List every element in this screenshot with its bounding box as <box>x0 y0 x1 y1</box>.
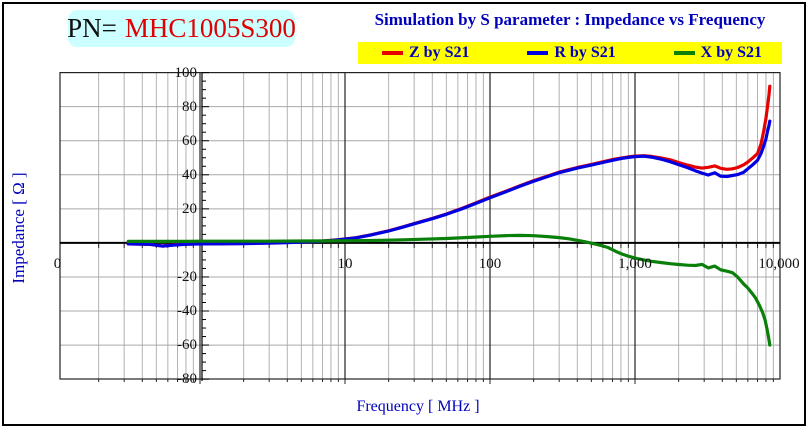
legend-label: R by S21 <box>554 44 616 61</box>
x-tick-label: 100 <box>478 256 502 272</box>
chart-title: Simulation by S parameter : Impedance vs… <box>374 10 766 29</box>
y-tick-label: 20 <box>182 200 197 217</box>
legend-item-r: R by S21 <box>527 44 616 61</box>
y-tick-label: -80 <box>177 371 197 388</box>
legend-dash <box>382 51 403 55</box>
legend: Z by S21 R by S21 X by S21 <box>358 42 782 64</box>
part-number-label: PN= <box>67 13 117 43</box>
series-line-z <box>126 84 772 248</box>
part-number-box: PN= MHC1005S300 <box>67 10 296 47</box>
y-tick-label: 80 <box>182 98 197 115</box>
legend-dash <box>673 51 695 55</box>
y-tick-label: -60 <box>177 337 197 354</box>
y-tick-label: 40 <box>182 166 197 183</box>
y-tick-label: -40 <box>177 303 197 319</box>
y-tick-label: 60 <box>182 132 197 149</box>
legend-item-z: Z by S21 <box>382 45 469 61</box>
legend-dash <box>527 51 549 55</box>
x-tick-label: 1,000 <box>618 256 652 272</box>
x-tick-label: 10,000 <box>758 256 800 272</box>
x-axis-title: Frequency [ MHz ] <box>356 398 480 415</box>
series-line-x <box>126 233 772 347</box>
legend-item-x: X by S21 <box>673 44 762 61</box>
y-tick-label: -20 <box>177 268 197 285</box>
x-tick-label: 10 <box>337 256 353 272</box>
y-axis-title: Impedance [ Ω ] <box>9 172 28 284</box>
legend-label: X by S21 <box>700 44 762 61</box>
series-line-r <box>126 119 772 248</box>
part-number-value: MHC1005S300 <box>124 13 296 43</box>
plot-frame <box>59 71 781 380</box>
legend-label: Z by S21 <box>409 44 470 61</box>
x-tick-label: 0 <box>53 256 62 272</box>
y-tick-label: 100 <box>174 64 198 81</box>
